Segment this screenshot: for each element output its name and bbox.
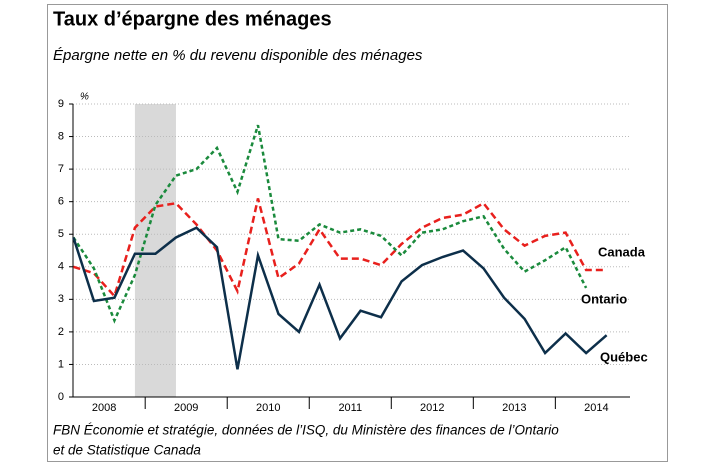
legend-label: Ontario (581, 291, 627, 306)
legend-label: Canada (598, 244, 646, 259)
source: FBN Économie et stratégie, données de l’… (53, 423, 559, 438)
y-tick-label: 1 (58, 358, 64, 370)
y-tick-label: 6 (58, 196, 64, 208)
x-tick-label: 2009 (174, 402, 198, 414)
legend-label: Québec (600, 349, 648, 364)
x-tick-label: 2010 (256, 402, 280, 414)
y-unit: % (80, 92, 89, 103)
chart-title: Taux d’épargne des ménages (53, 8, 332, 30)
y-tick-label: 8 (58, 130, 64, 142)
x-tick-label: 2008 (92, 402, 116, 414)
x-tick-label: 2011 (338, 402, 362, 414)
series-line (72, 226, 608, 370)
x-tick-label: 2014 (584, 402, 608, 414)
x-tick-label: 2013 (502, 402, 526, 414)
series-line (73, 198, 607, 299)
chart-subtitle: Épargne nette en % du revenu disponible … (53, 47, 423, 64)
source: et de Statistique Canada (53, 443, 201, 458)
y-tick-label: 9 (58, 98, 64, 110)
y-tick-label: 0 (58, 391, 64, 403)
y-tick-label: 5 (58, 228, 64, 240)
y-tick-label: 3 (58, 293, 64, 305)
y-tick-label: 7 (58, 163, 64, 175)
y-tick-label: 2 (58, 326, 64, 338)
chart-frame (47, 4, 668, 462)
y-tick-label: 4 (58, 261, 64, 273)
x-tick-label: 2012 (420, 402, 444, 414)
